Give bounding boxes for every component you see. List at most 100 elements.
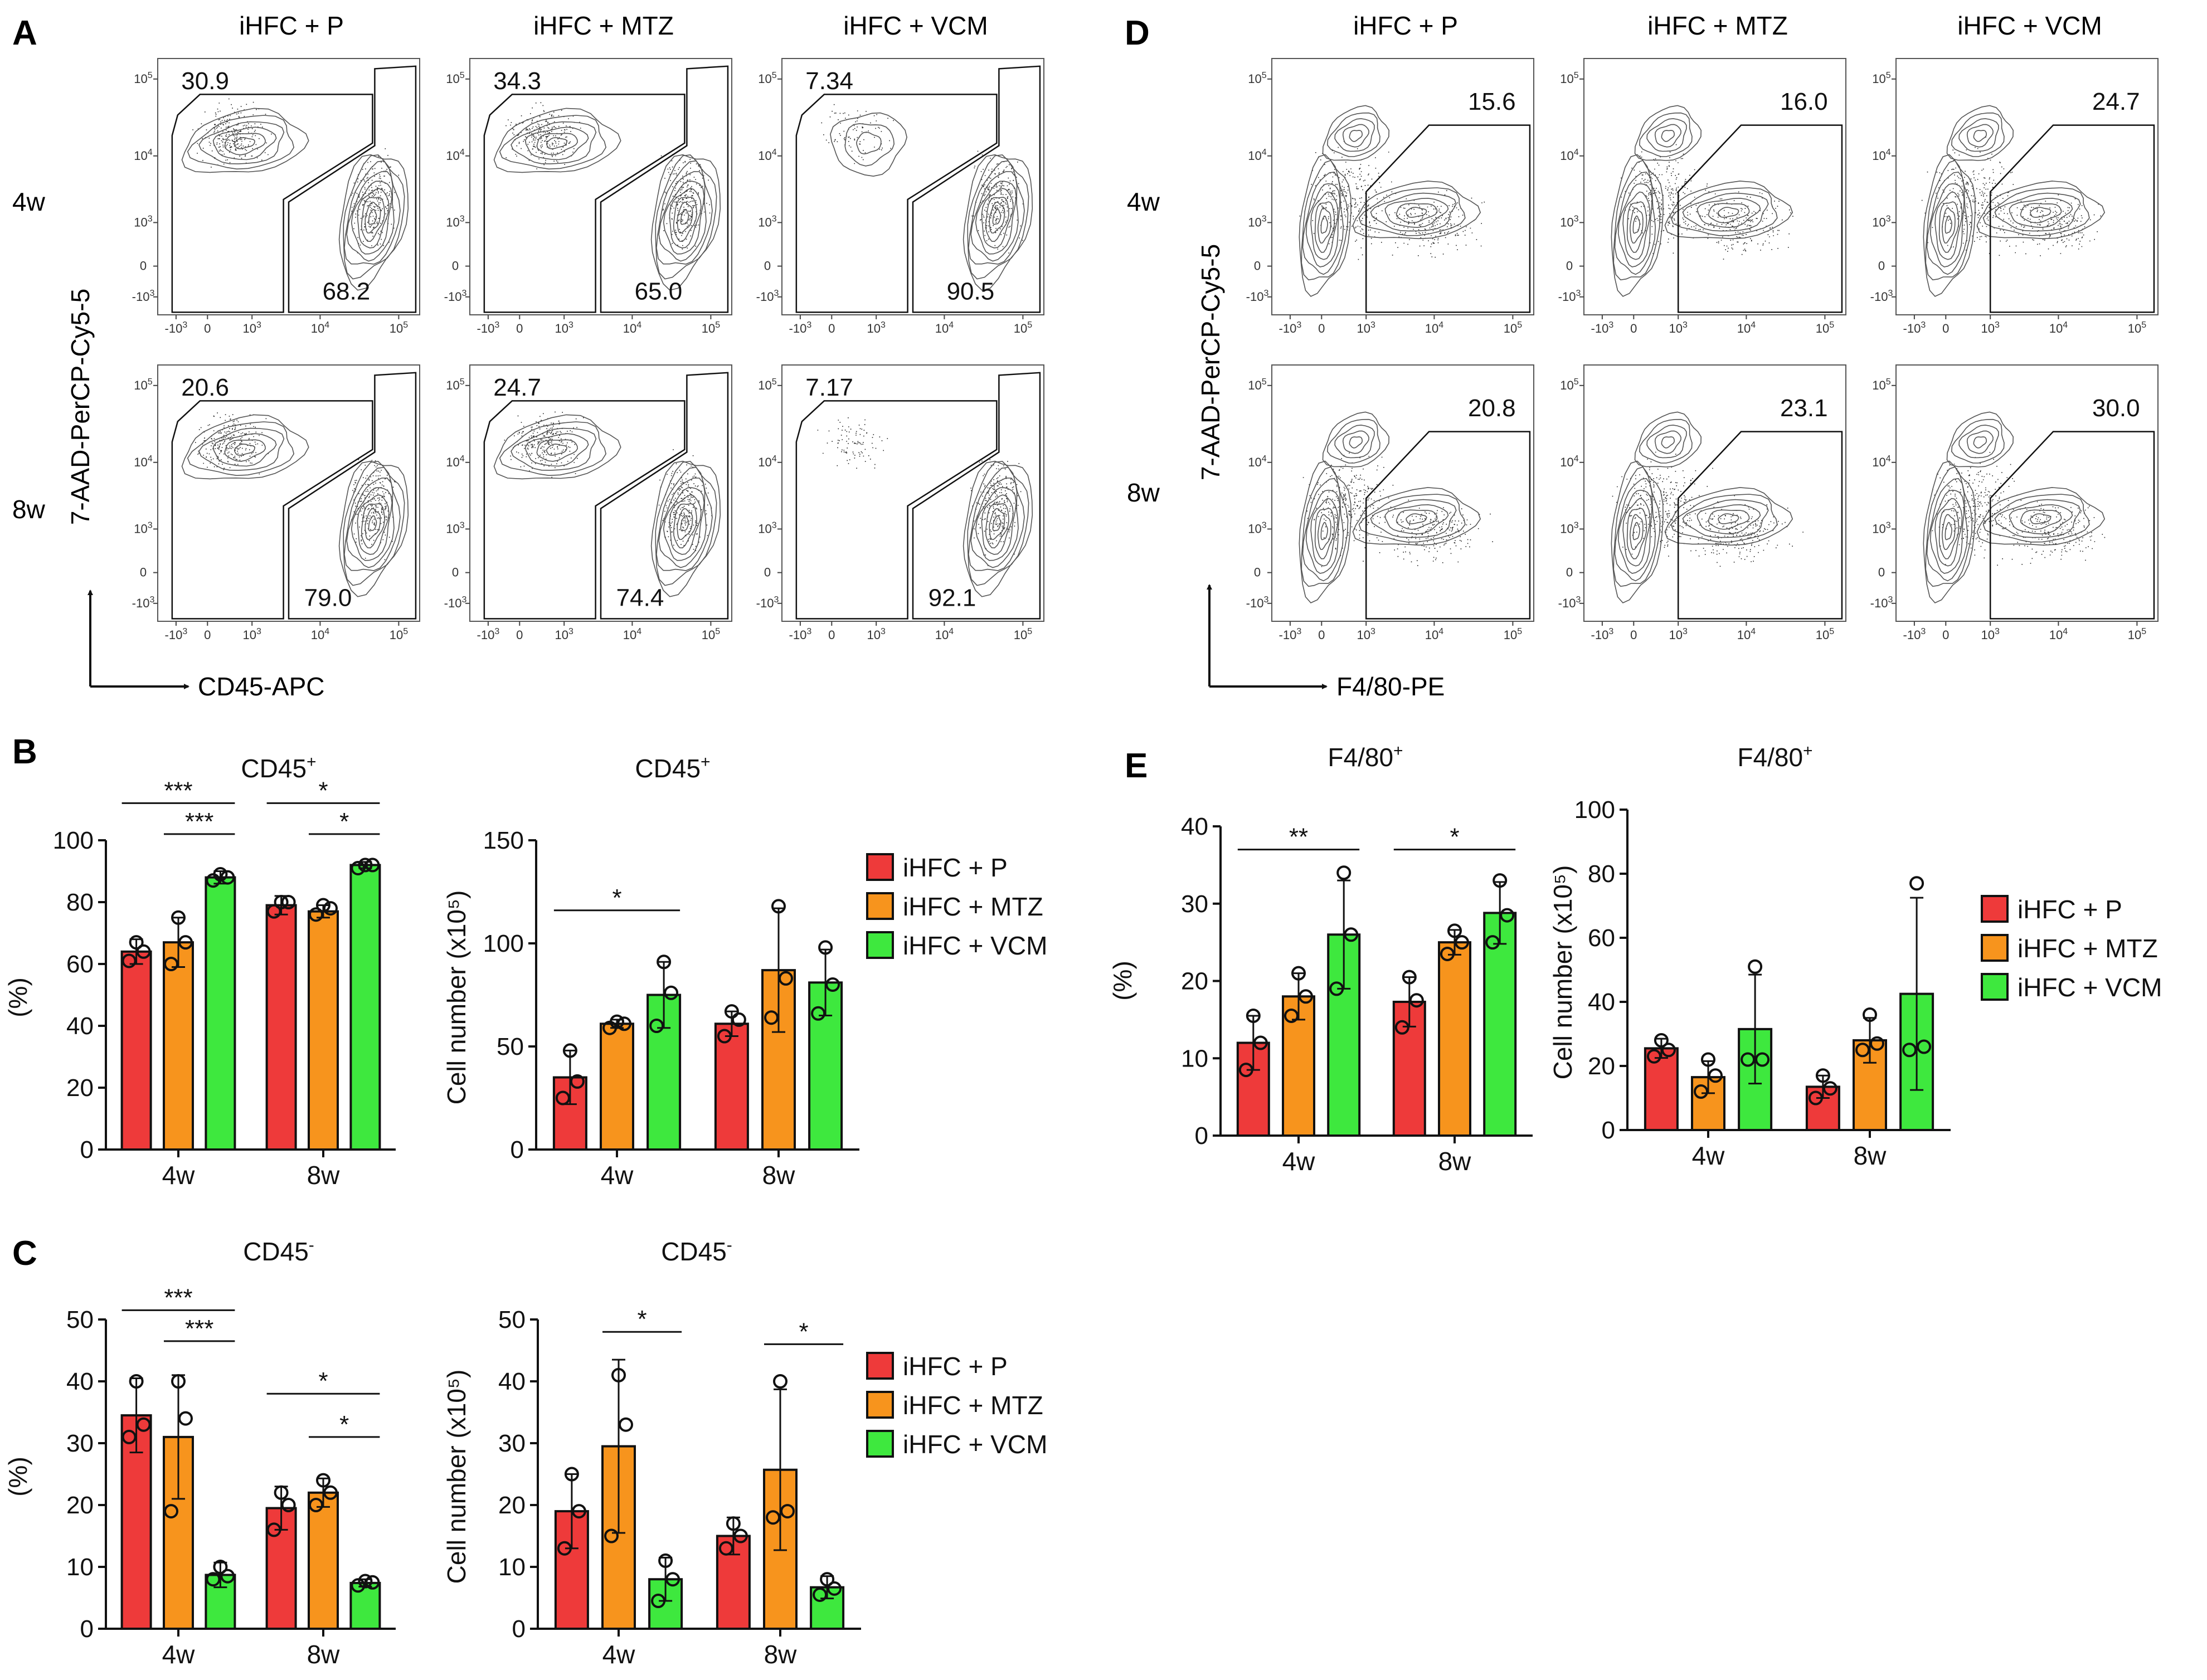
- contour-line: [1629, 207, 1644, 244]
- contour-line: [1352, 181, 1481, 240]
- data-point: [178, 1411, 193, 1426]
- contour-line: [546, 137, 567, 149]
- flow-a-gate-value-bottom: 90.5: [947, 277, 995, 305]
- contour-line: [198, 427, 285, 471]
- chart-y-tick-label: 20: [66, 1492, 94, 1519]
- contour-line: [2030, 513, 2052, 524]
- tick-base: 10: [1872, 378, 1885, 392]
- contour-line: [1334, 425, 1375, 459]
- tick-base: 10: [623, 322, 636, 335]
- flow-a-x-tick-label: 0: [828, 628, 835, 642]
- contour-line: [493, 414, 621, 480]
- tick-exponent: 4: [949, 320, 954, 330]
- contour-line: [1634, 411, 1702, 468]
- tick-exponent: 4: [1262, 454, 1267, 464]
- contour-line: [224, 439, 266, 462]
- contour-line: [1384, 504, 1449, 535]
- data-point: [764, 1010, 779, 1025]
- tick-base: 10: [2128, 628, 2141, 642]
- chart-y-tick-label: 100: [483, 930, 524, 957]
- contour-line: [1639, 112, 1693, 157]
- tick-base: 10: [1248, 215, 1261, 229]
- flow-d-group-title: iHFC + VCM: [1957, 11, 2102, 40]
- legend-swatch: [1981, 895, 2009, 923]
- tick-base: 10: [446, 378, 459, 392]
- data-point: [1902, 1043, 1917, 1058]
- data-point: [827, 1581, 842, 1596]
- flow-d-y-tick-label: -103: [1558, 595, 1581, 610]
- contour-line: [1622, 191, 1651, 260]
- data-point: [779, 971, 793, 986]
- tick-exponent: 4: [2063, 627, 2068, 636]
- contour-line: [1632, 522, 1640, 540]
- panel-letter-e: E: [1125, 747, 1148, 785]
- contour-line: [1945, 522, 1952, 540]
- tick-exponent: 4: [636, 627, 641, 636]
- tick-exponent: 4: [460, 454, 465, 464]
- contour-line: [1305, 489, 1340, 574]
- tick-exponent: 3: [1886, 214, 1891, 223]
- flow-d-plot-frame: [1583, 58, 1846, 315]
- contour-line: [1941, 207, 1956, 244]
- tick-exponent: 3: [1888, 289, 1893, 298]
- contour-line: [499, 421, 607, 476]
- contour-line: [1941, 514, 1956, 551]
- tick-exponent: 3: [1370, 320, 1375, 330]
- flow-d-y-tick-label: 103: [1248, 214, 1266, 229]
- contour-line: [212, 433, 277, 467]
- flow-d-y-tick-label: 103: [1872, 214, 1890, 229]
- chart-title: F4/80+: [1328, 742, 1403, 772]
- tick-exponent: 4: [460, 148, 465, 157]
- data-point: [570, 1074, 585, 1089]
- data-point: [121, 953, 137, 968]
- data-point: [358, 1574, 373, 1589]
- tick-base: 10: [134, 72, 147, 86]
- data-point: [1822, 1081, 1837, 1096]
- chart-y-tick-label: 60: [66, 951, 94, 978]
- contour-line: [1326, 112, 1380, 157]
- chart-b-cell-number: CD45+ Cell number (x10⁵) 0 50 100 150 4w 8w *: [442, 753, 859, 1190]
- tick-exponent: 3: [568, 627, 573, 636]
- flow-d-y-tick-label: 105: [1248, 71, 1266, 86]
- flow-a-plot-frame: [157, 364, 420, 622]
- flow-d-y-tick-label: -103: [1246, 595, 1269, 610]
- tick-exponent: 5: [1517, 320, 1522, 330]
- flow-d-y-tick-label: -103: [1246, 289, 1269, 304]
- data-point: [780, 1504, 795, 1519]
- flow-a-group-title: iHFC + VCM: [843, 11, 988, 40]
- tick-base: 10: [134, 378, 147, 392]
- tick-base: 10: [1560, 215, 1573, 229]
- contour-line: [1923, 154, 1976, 297]
- contour-line: [2009, 504, 2073, 535]
- tick-base: -10: [1558, 290, 1576, 304]
- flow-a-x-tick-label: 103: [867, 627, 886, 642]
- flow-a-gate-value-bottom: 68.2: [323, 277, 371, 305]
- data-point: [171, 1374, 186, 1389]
- flow-a-x-tick-label: 0: [516, 322, 523, 335]
- contour-line: [967, 461, 1029, 586]
- chart-title-sup: +: [701, 753, 711, 771]
- tick-base: 10: [390, 322, 403, 335]
- data-point: [619, 1417, 633, 1432]
- tick-base: 10: [446, 149, 459, 163]
- tick-exponent: 3: [1296, 320, 1301, 330]
- tick-base: 10: [1248, 72, 1261, 86]
- flow-a-x-tick-label: 103: [555, 627, 573, 642]
- contour-line: [1314, 508, 1335, 559]
- contour-line: [234, 137, 255, 149]
- flow-d-x-tick-label: 104: [1425, 627, 1443, 642]
- contour-line: [2020, 509, 2062, 530]
- flow-a-x-tick-label: 104: [311, 627, 329, 642]
- legend-label: iHFC + VCM: [903, 1430, 1047, 1459]
- tick-exponent: 3: [774, 289, 779, 298]
- contour-line: [981, 188, 1014, 249]
- chart-title-base: CD45: [661, 1237, 727, 1266]
- chart-y-tick-label: 20: [66, 1074, 94, 1102]
- tick-exponent: 4: [148, 148, 153, 157]
- flow-a-x-tick-label: 103: [867, 320, 886, 335]
- event-dots: [970, 459, 1022, 566]
- data-point: [1808, 1090, 1823, 1106]
- tick-base: 10: [555, 628, 568, 642]
